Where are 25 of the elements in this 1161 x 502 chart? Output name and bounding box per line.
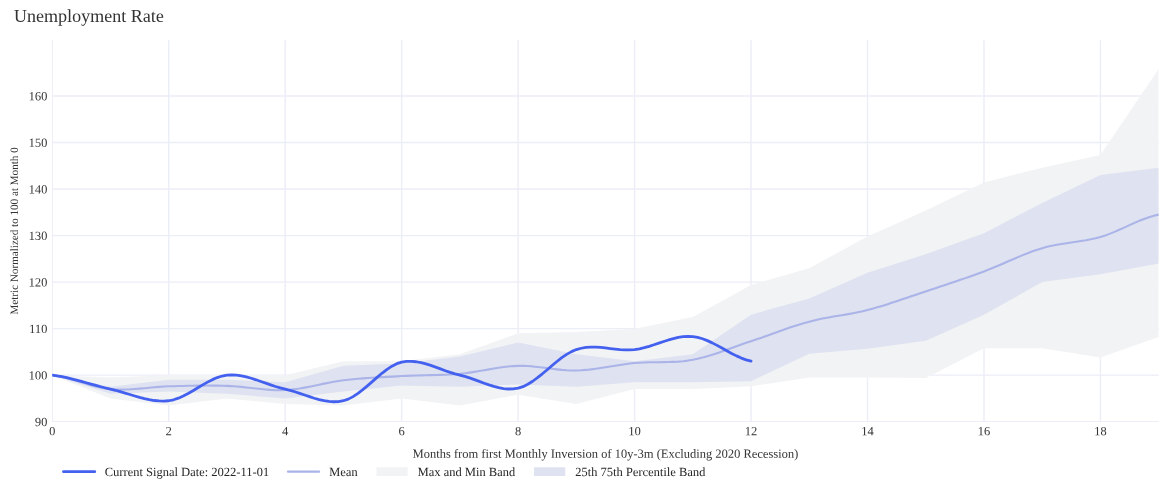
- y-tick-label: 160: [29, 92, 47, 101]
- y-axis-title: Metric Normalized to 100 at Month 0: [10, 147, 19, 315]
- legend-label: Max and Min Band: [418, 467, 516, 477]
- y-tick-label: 90: [35, 417, 47, 427]
- x-tick-label: 12: [745, 426, 757, 436]
- legend-label: Current Signal Date: 2022-11-01: [105, 467, 269, 479]
- x-tick-label: 18: [1095, 426, 1107, 436]
- x-tick-label: 4: [282, 426, 289, 436]
- y-tick-label: 110: [30, 324, 47, 334]
- x-tick-label: 6: [399, 426, 405, 436]
- legend-label: Mean: [329, 467, 358, 477]
- x-tick-label: 2: [166, 426, 172, 436]
- x-tick-label: 10: [629, 426, 641, 436]
- y-tick-label: 120: [29, 278, 47, 287]
- x-tick-label: 16: [978, 426, 990, 436]
- legend-label: 25th 75th Percentile Band: [575, 467, 706, 477]
- x-axis-title: Months from first Monthly Inversion of 10y-3m (Excluding 2020 Recession): [412, 448, 798, 461]
- y-tick-label: 100: [29, 371, 47, 380]
- y-tick-label: 130: [29, 231, 47, 241]
- x-tick-label: 14: [862, 426, 874, 436]
- y-tick-label: 140: [29, 185, 47, 194]
- y-tick-label: 150: [29, 138, 47, 147]
- x-tick-label: 8: [515, 426, 521, 436]
- chart-title: Unemployment Rate: [14, 9, 164, 26]
- x-tick-label: 0: [49, 426, 55, 436]
